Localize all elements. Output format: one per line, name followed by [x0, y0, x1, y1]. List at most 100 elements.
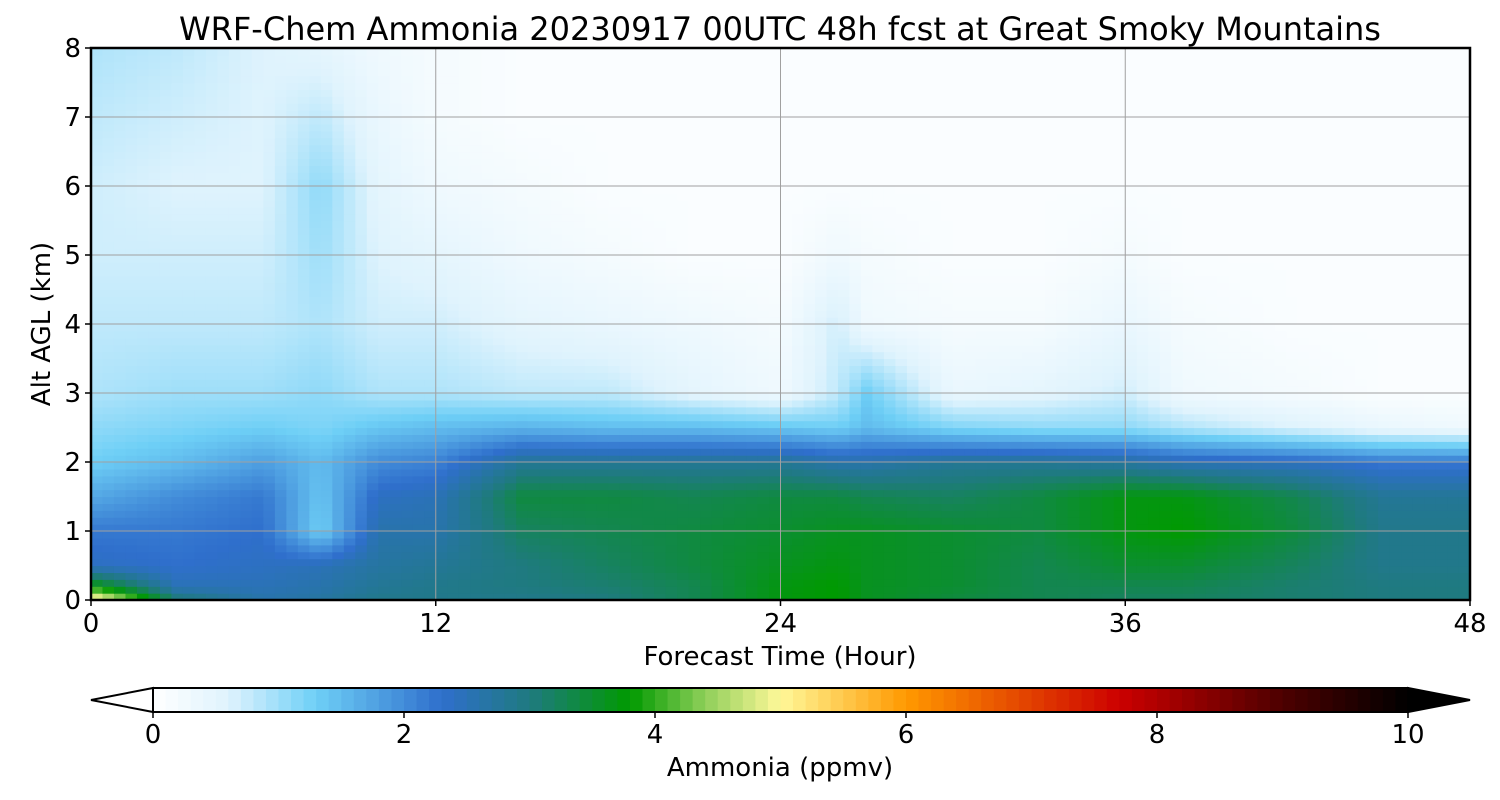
heatmap-cell	[619, 434, 632, 442]
heatmap-cell	[1309, 510, 1322, 518]
heatmap-cell	[539, 544, 552, 553]
heatmap-cell	[102, 496, 115, 504]
heatmap-cell	[401, 351, 414, 360]
heatmap-cell	[343, 448, 356, 456]
heatmap-cell	[1228, 544, 1241, 553]
heatmap-cell	[1021, 448, 1034, 456]
heatmap-cell	[1228, 489, 1241, 498]
heatmap-cell	[1274, 434, 1287, 442]
heatmap-cell	[952, 468, 965, 477]
heatmap-cell	[1286, 517, 1299, 525]
heatmap-cell	[860, 324, 874, 332]
heatmap-cell	[1044, 372, 1057, 380]
heatmap-cell	[688, 393, 701, 401]
heatmap-cell	[263, 379, 276, 387]
heatmap-cell	[814, 406, 828, 415]
heatmap-cell	[883, 365, 897, 373]
heatmap-cell	[952, 372, 965, 380]
heatmap-cell	[194, 524, 207, 532]
heatmap-cell	[585, 399, 598, 408]
heatmap-cell	[1102, 427, 1115, 435]
heatmap-cell	[274, 503, 287, 511]
heatmap-cell	[1447, 593, 1460, 600]
heatmap-cell	[412, 482, 425, 491]
heatmap-cell	[814, 565, 828, 573]
heatmap-cell	[1240, 524, 1253, 532]
heatmap-cell	[1033, 330, 1046, 339]
heatmap-cell	[1251, 399, 1264, 408]
heatmap-cell	[1332, 420, 1345, 429]
heatmap-cell	[424, 544, 437, 553]
heatmap-cell	[355, 386, 368, 394]
heatmap-cell	[1251, 448, 1264, 456]
heatmap-cell	[458, 441, 471, 449]
heatmap-cell	[700, 379, 713, 387]
heatmap-cell	[1401, 448, 1414, 456]
heatmap-cell	[723, 413, 736, 422]
heatmap-cell	[1251, 406, 1264, 415]
heatmap-cell	[424, 531, 437, 539]
heatmap-cell	[205, 503, 219, 511]
heatmap-cell	[1171, 406, 1184, 415]
heatmap-cell	[1125, 317, 1138, 325]
heatmap-cell	[1447, 496, 1460, 504]
heatmap-cell	[470, 317, 483, 325]
heatmap-cell	[734, 510, 747, 518]
heatmap-cell	[435, 517, 448, 525]
heatmap-cell	[1297, 330, 1310, 339]
heatmap-cell	[1424, 358, 1437, 366]
heatmap-cell	[872, 537, 885, 546]
heatmap-cell	[723, 448, 736, 456]
heatmap-cell	[688, 434, 701, 442]
heatmap-cell	[447, 489, 460, 498]
heatmap-cell	[952, 558, 965, 567]
heatmap-cell	[1412, 406, 1425, 415]
heatmap-cell	[1125, 503, 1138, 511]
heatmap-cell	[1458, 351, 1470, 360]
heatmap-cell	[481, 503, 494, 511]
heatmap-cell	[769, 434, 782, 442]
heatmap-cell	[665, 482, 678, 491]
heatmap-cell	[608, 420, 621, 429]
heatmap-cell	[1067, 579, 1080, 587]
heatmap-cell	[458, 317, 471, 325]
heatmap-cell	[1435, 330, 1448, 339]
heatmap-cell	[1113, 372, 1126, 380]
heatmap-cell	[1320, 434, 1333, 442]
heatmap-cell	[1102, 579, 1115, 587]
heatmap-cell	[217, 351, 230, 360]
heatmap-cell	[1102, 531, 1115, 539]
heatmap-cell	[746, 482, 759, 491]
heatmap-cell	[401, 586, 414, 594]
heatmap-cell	[343, 586, 356, 594]
heatmap-cell	[769, 337, 782, 346]
heatmap-cell	[1240, 489, 1253, 498]
heatmap-cell	[723, 468, 736, 477]
heatmap-cell	[642, 544, 655, 553]
heatmap-cell	[274, 427, 287, 435]
heatmap-cell	[608, 399, 621, 408]
heatmap-cell	[1286, 537, 1299, 546]
heatmap-cell	[700, 586, 713, 594]
heatmap-cell	[1366, 482, 1379, 491]
heatmap-cell	[148, 475, 161, 484]
heatmap-cell	[1194, 330, 1207, 339]
heatmap-cell	[1286, 386, 1299, 394]
heatmap-cell	[941, 420, 954, 429]
heatmap-cell	[688, 537, 701, 546]
heatmap-cell	[159, 468, 173, 477]
heatmap-cell	[769, 351, 782, 360]
heatmap-cell	[1263, 365, 1276, 373]
heatmap-cell	[263, 337, 276, 346]
heatmap-cell	[113, 351, 127, 360]
heatmap-cell	[1010, 448, 1023, 456]
heatmap-cell	[573, 462, 586, 470]
heatmap-cell	[1217, 517, 1230, 525]
heatmap-cell	[677, 372, 690, 380]
heatmap-cell	[504, 420, 517, 429]
heatmap-cell	[378, 524, 391, 532]
heatmap-cell	[332, 531, 345, 539]
heatmap-cell	[412, 455, 425, 463]
heatmap-cell	[286, 537, 299, 546]
heatmap-cell	[447, 379, 460, 387]
